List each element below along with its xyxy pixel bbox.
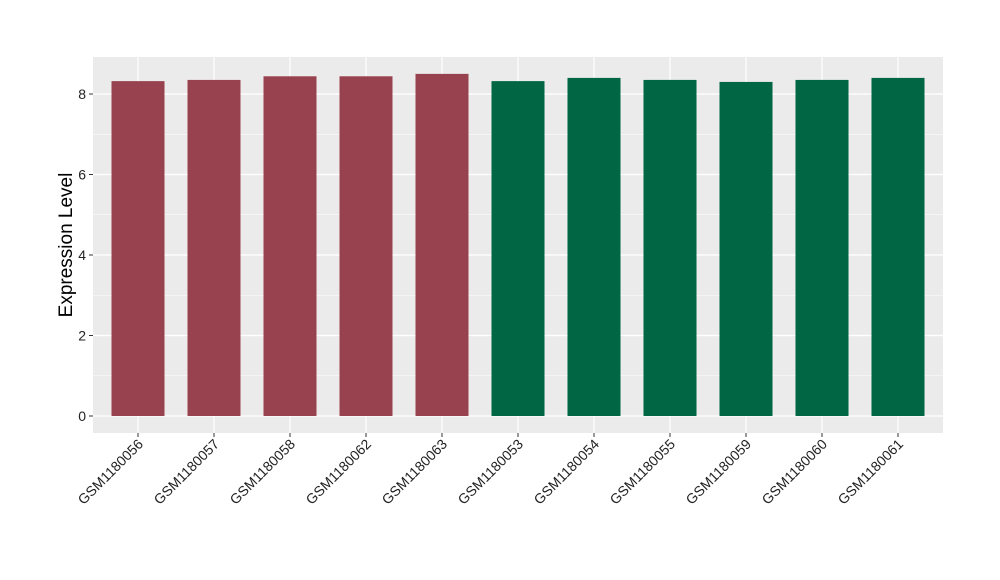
y-tick-label: 2 xyxy=(78,328,86,344)
y-tick-label: 4 xyxy=(78,247,86,263)
x-tick-label: GSM1180061 xyxy=(834,436,906,508)
x-tick-label: GSM1180057 xyxy=(150,436,222,508)
x-tick-label: GSM1180053 xyxy=(454,436,526,508)
x-tick-label: GSM1180054 xyxy=(530,436,602,508)
x-tick-label: GSM1180055 xyxy=(606,436,678,508)
y-tick-label: 6 xyxy=(78,167,86,183)
bar-GSM1180056 xyxy=(111,81,165,417)
y-tick-label: 0 xyxy=(78,408,86,424)
bar-GSM1180053 xyxy=(491,81,545,417)
x-tick-label: GSM1180056 xyxy=(74,436,146,508)
y-axis-title: Expression Level xyxy=(56,173,77,318)
y-tick-label: 8 xyxy=(78,86,86,102)
x-tick-label: GSM1180062 xyxy=(302,436,374,508)
bar-GSM1180060 xyxy=(795,79,849,416)
bar-GSM1180063 xyxy=(415,73,469,416)
bar-GSM1180061 xyxy=(871,77,925,417)
bar-GSM1180058 xyxy=(263,76,317,416)
y-axis: 0 2 4 6 8 xyxy=(78,86,93,424)
bar-GSM1180057 xyxy=(187,79,241,416)
bar-GSM1180062 xyxy=(339,76,393,416)
bar-GSM1180055 xyxy=(643,79,697,416)
bars xyxy=(111,73,925,417)
x-tick-label: GSM1180063 xyxy=(378,436,450,508)
bar-GSM1180059 xyxy=(719,81,773,417)
x-tick-label: GSM1180059 xyxy=(682,436,754,508)
x-tick-label: GSM1180060 xyxy=(758,436,830,508)
x-tick-label: GSM1180058 xyxy=(226,436,298,508)
bar-GSM1180054 xyxy=(567,77,621,417)
x-axis: GSM1180056 GSM1180057 GSM1180058 GSM1180062… xyxy=(74,433,906,507)
